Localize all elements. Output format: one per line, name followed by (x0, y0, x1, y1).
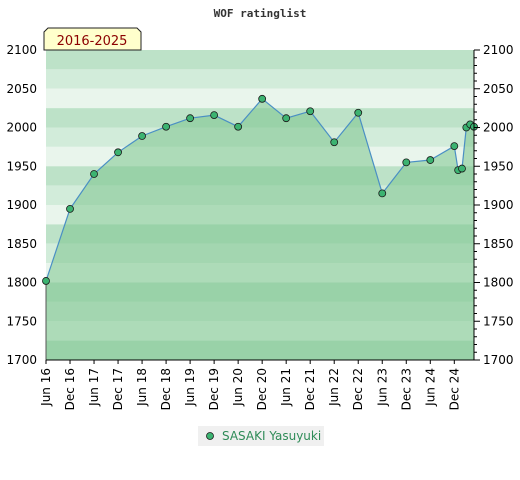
data-point (138, 132, 146, 140)
background-band (46, 69, 474, 89)
data-point (42, 277, 50, 285)
y-tick-label-right: 1950 (483, 159, 514, 173)
data-point (162, 122, 170, 131)
y-tick-label-right: 2050 (483, 82, 514, 96)
y-tick-label-right: 1800 (483, 276, 514, 290)
y-tick-label-left: 1950 (6, 159, 37, 173)
y-tick-label-right: 1900 (483, 198, 514, 212)
legend-bg (198, 426, 324, 446)
legend-marker (206, 432, 214, 440)
x-tick-label: Jun 19 (183, 368, 197, 407)
legend-series-name: SASAKI Yasuyuki (222, 429, 321, 443)
x-tick-label: Jun 24 (423, 368, 437, 407)
period-label-bg (43, 27, 142, 51)
data-point (258, 94, 267, 103)
x-tick-label: Jun 21 (279, 368, 293, 407)
data-point (330, 138, 339, 147)
y-tick-label-left: 1700 (6, 353, 37, 367)
y-tick-label-right: 2100 (483, 43, 514, 57)
y-tick-label-right: 1850 (483, 237, 514, 251)
x-tick-label: Dec 21 (303, 368, 317, 410)
background-band (46, 50, 474, 70)
y-tick-label-left: 1800 (6, 276, 37, 290)
legend: SASAKI Yasuyuki (198, 426, 324, 446)
y-tick-label-left: 2100 (6, 43, 37, 57)
x-tick-label: Jun 16 (39, 368, 53, 407)
data-point (234, 122, 243, 131)
period-label-box: 2016-2025 (43, 27, 142, 51)
data-point (210, 111, 219, 119)
y-tick-label-left: 2000 (6, 121, 37, 135)
data-point (66, 204, 74, 213)
data-point (402, 158, 411, 167)
x-tick-label: Dec 17 (111, 368, 125, 410)
x-tick-label: Dec 24 (447, 368, 461, 410)
y-tick-label-left: 1750 (6, 314, 37, 328)
x-tick-label: Dec 16 (63, 368, 77, 410)
y-tick-label-left: 1850 (6, 237, 37, 251)
rating-markers (42, 94, 478, 285)
x-tick-label: Dec 18 (159, 368, 173, 410)
x-tick-label: Jun 20 (231, 368, 245, 407)
y-tick-label-right: 1700 (483, 353, 514, 367)
data-point (282, 114, 291, 123)
data-point (450, 142, 459, 151)
x-tick-label: Jun 22 (327, 368, 341, 407)
data-point (186, 114, 195, 123)
x-tick-label: Dec 23 (399, 368, 413, 410)
y-tick-label-left: 1900 (6, 198, 37, 212)
y-axis-left: 1700 1750 1800 1850 1900 1950 2000 2050 2100 (6, 43, 37, 367)
x-tick-label: Dec 22 (351, 368, 365, 410)
chart-title: WOF ratinglist (214, 7, 307, 20)
period-label: 2016-2025 (57, 34, 128, 49)
data-point (90, 170, 98, 178)
y-tick-label-left: 2050 (6, 82, 37, 96)
y-axis-right: 1700 1750 1800 1850 1900 1950 2000 2050 2100 (473, 43, 514, 367)
x-tick-label: Dec 19 (207, 368, 221, 410)
y-tick-label-right: 2000 (483, 121, 514, 135)
data-point (306, 107, 315, 116)
x-axis: Jun 16 Dec 16 Jun 17 Dec 17 Jun 18 Dec 18 Jun … (39, 359, 474, 410)
data-point (354, 108, 363, 117)
data-point (426, 156, 435, 164)
x-tick-label: Jun 23 (375, 368, 389, 407)
rating-area (46, 98, 474, 361)
x-tick-label: Dec 20 (255, 368, 269, 410)
data-point (114, 148, 122, 157)
data-point (458, 164, 466, 173)
series-area (46, 98, 474, 361)
x-tick-label: Jun 17 (87, 368, 101, 407)
data-point (378, 189, 387, 198)
y-tick-label-right: 1750 (483, 314, 514, 328)
x-tick-label: Jun 18 (135, 368, 149, 407)
